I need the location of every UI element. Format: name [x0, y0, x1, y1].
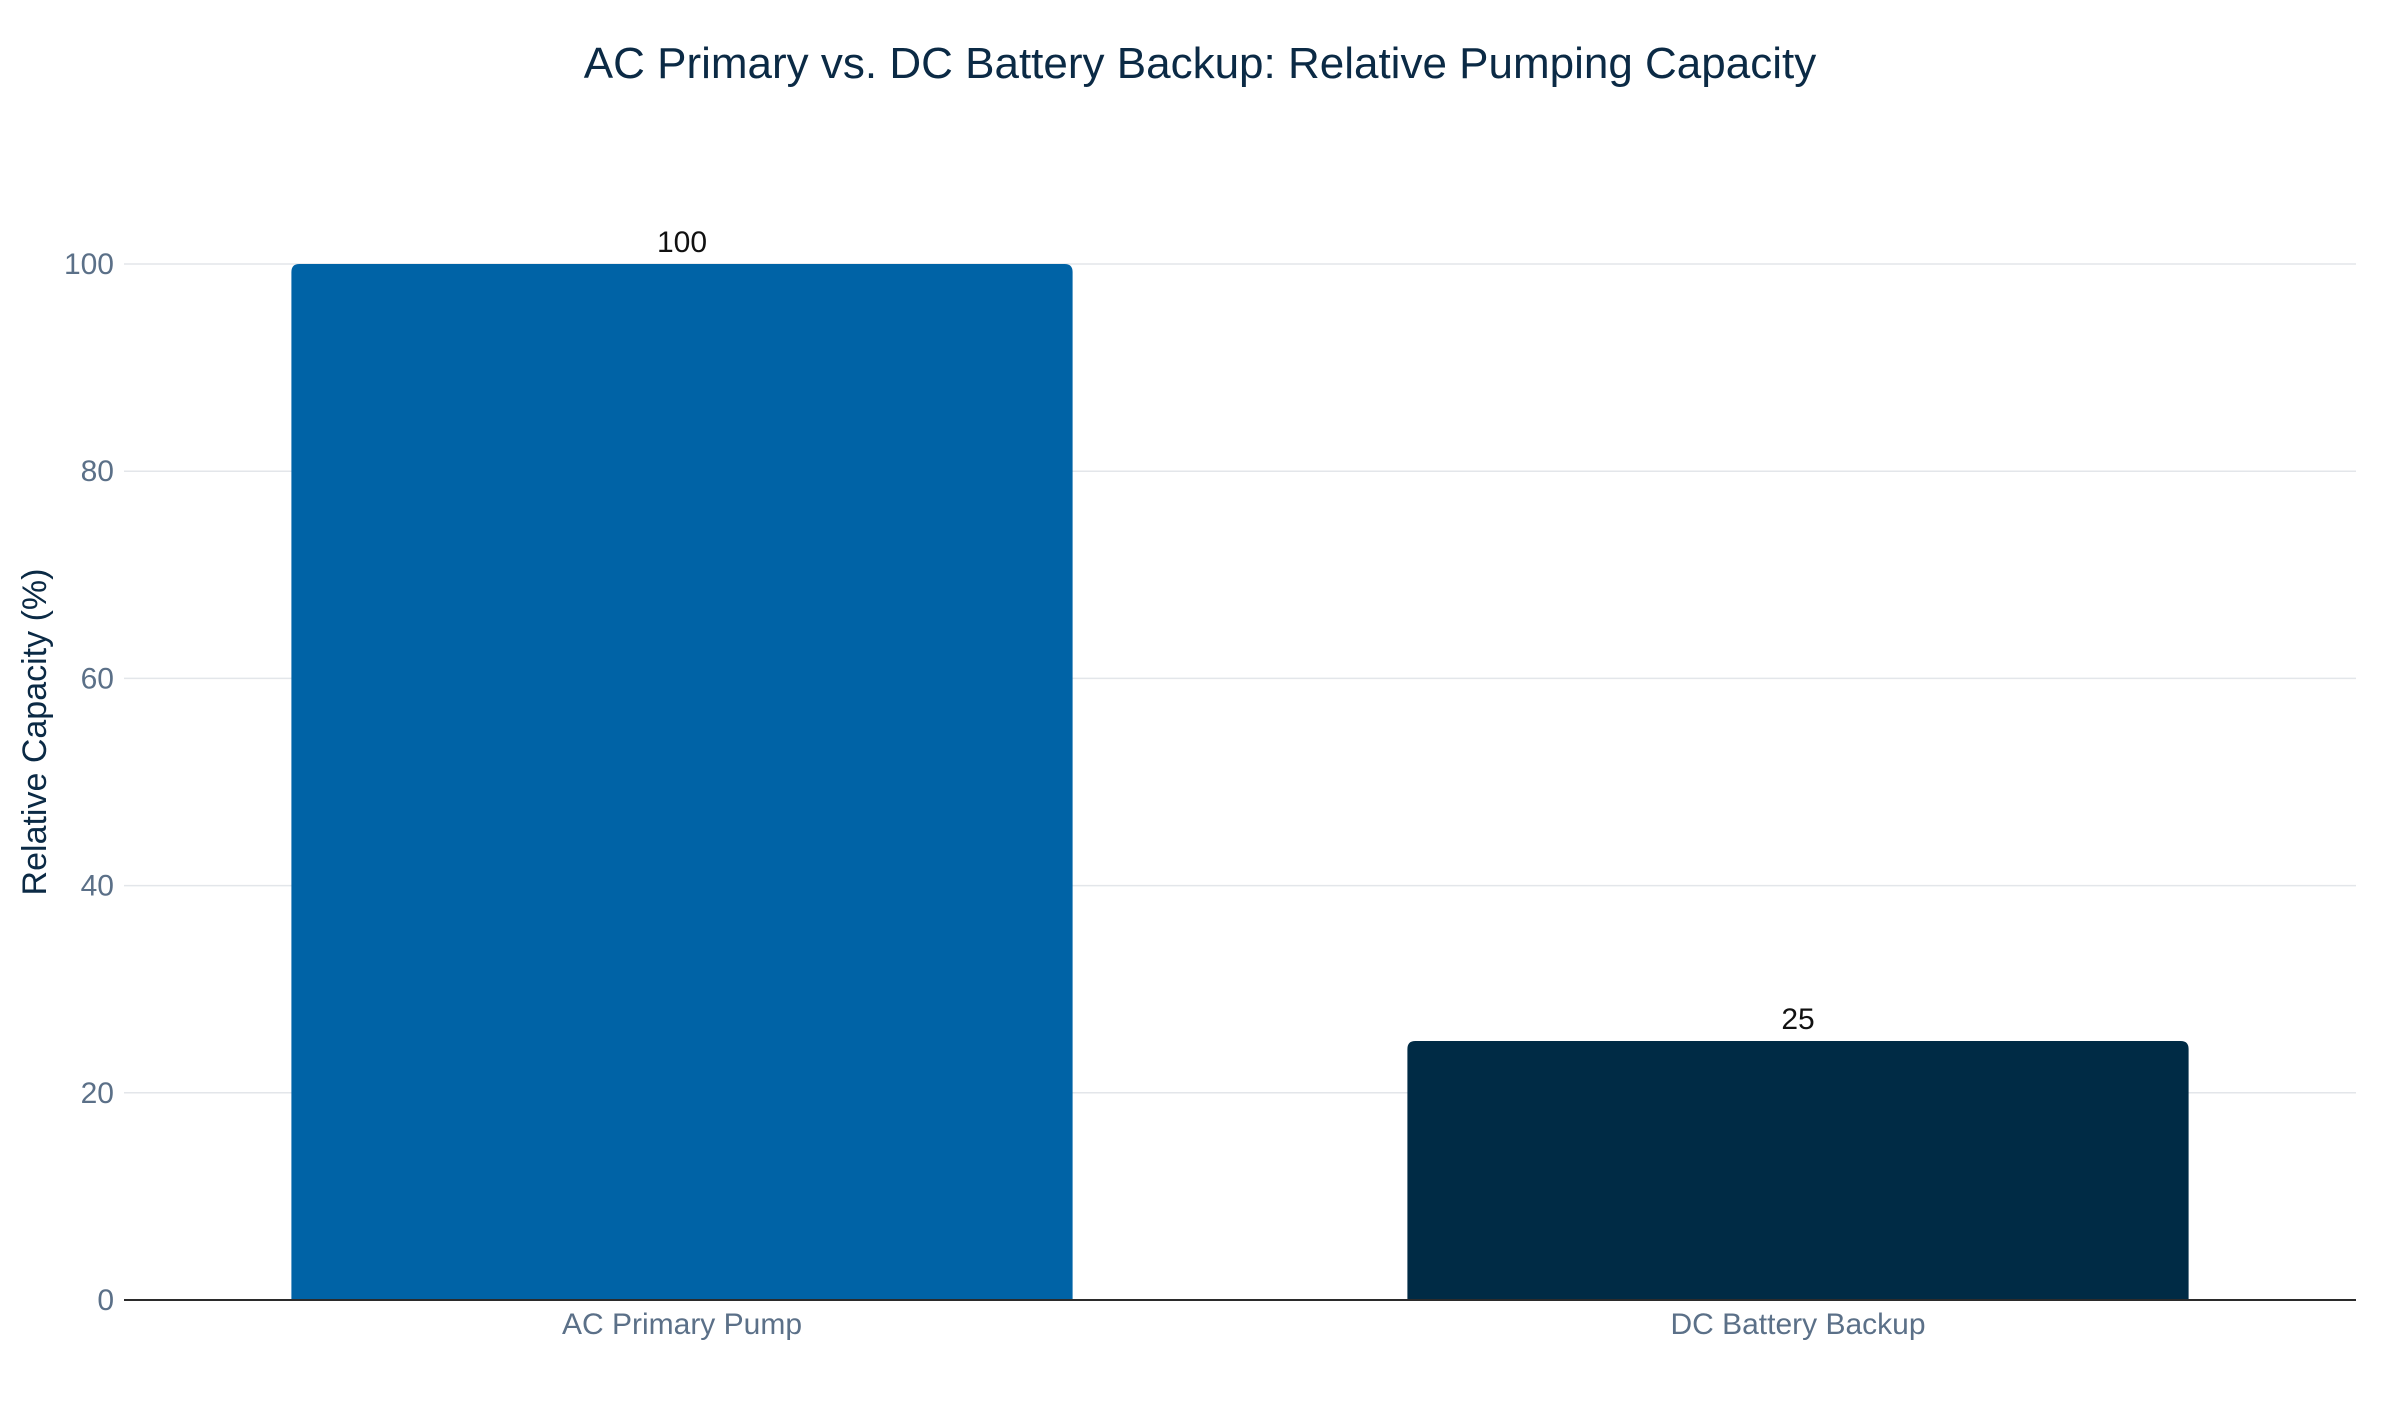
data-label: 100 — [657, 226, 707, 259]
bar-ac-primary-pump — [291, 264, 1073, 1300]
data-label: 25 — [1781, 1003, 1814, 1036]
bars — [291, 264, 2189, 1300]
x-axis-ticks: AC Primary Pump DC Battery Backup — [562, 1308, 1926, 1341]
y-axis-ticks: 0 20 40 60 80 100 — [64, 248, 114, 1317]
x-tick-label: DC Battery Backup — [1670, 1308, 1925, 1341]
y-tick-label: 0 — [97, 1284, 114, 1317]
chart-title: AC Primary vs. DC Battery Backup: Relati… — [584, 39, 1816, 88]
y-tick-label: 100 — [64, 248, 114, 281]
x-tick-label: AC Primary Pump — [562, 1308, 802, 1341]
data-labels: 100 25 — [657, 226, 1815, 1036]
y-axis-title: Relative Capacity (%) — [16, 569, 54, 896]
y-tick-label: 20 — [81, 1077, 114, 1110]
y-tick-label: 40 — [81, 870, 114, 903]
bar-dc-battery-backup — [1407, 1041, 2189, 1300]
y-tick-label: 80 — [81, 455, 114, 488]
y-tick-label: 60 — [81, 662, 114, 695]
